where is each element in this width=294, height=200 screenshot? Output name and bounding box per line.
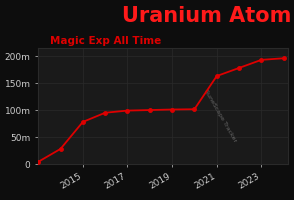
Text: Magic Exp All Time: Magic Exp All Time — [50, 36, 161, 46]
Text: Uranium Atom: Uranium Atom — [122, 6, 291, 26]
Text: RuneScape Tracker: RuneScape Tracker — [203, 88, 238, 143]
